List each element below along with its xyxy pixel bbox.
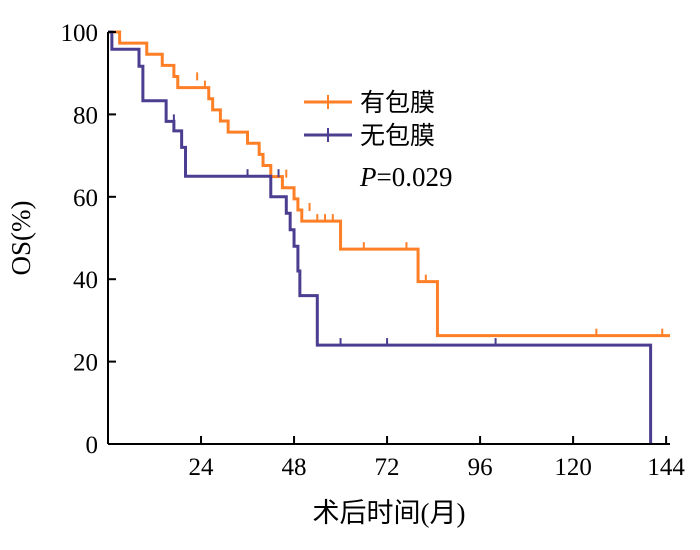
y-tick-label-0: 0: [86, 432, 99, 459]
x-tick-label-5: 144: [647, 454, 685, 481]
plot-area: [108, 30, 670, 444]
y-tick-label-3: 60: [73, 185, 98, 212]
legend-item-1: 无包膜: [304, 121, 435, 150]
x-tick-label-0: 24: [189, 454, 215, 481]
x-axis-ticks: 24 48 72 96 120 144: [189, 436, 685, 481]
series-line-0: [108, 30, 670, 338]
series-line-1: [108, 30, 653, 444]
x-tick-label-4: 120: [554, 454, 592, 481]
p-value-text: =0.029: [377, 162, 453, 192]
x-axis-title: 术后时间(月): [313, 498, 466, 528]
y-tick-label-1: 20: [73, 350, 98, 377]
y-tick-label-2: 40: [73, 267, 98, 294]
legend-item-0: 有包膜: [304, 88, 435, 117]
y-tick-label-5: 100: [61, 20, 99, 47]
y-tick-label-4: 80: [73, 102, 98, 129]
y-axis-ticks: 0 20 40 60 80 100: [61, 20, 116, 459]
x-tick-label-2: 72: [375, 454, 400, 481]
x-tick-label-1: 48: [282, 454, 307, 481]
p-value-annotation: P=0.029: [359, 162, 452, 192]
y-axis-title: OS(%): [6, 201, 36, 276]
legend-label-0: 有包膜: [360, 88, 435, 117]
x-tick-label-3: 96: [468, 454, 493, 481]
p-value-prefix: P: [359, 162, 377, 192]
legend-label-1: 无包膜: [360, 121, 435, 150]
legend: 有包膜 无包膜 P=0.029: [304, 88, 452, 192]
